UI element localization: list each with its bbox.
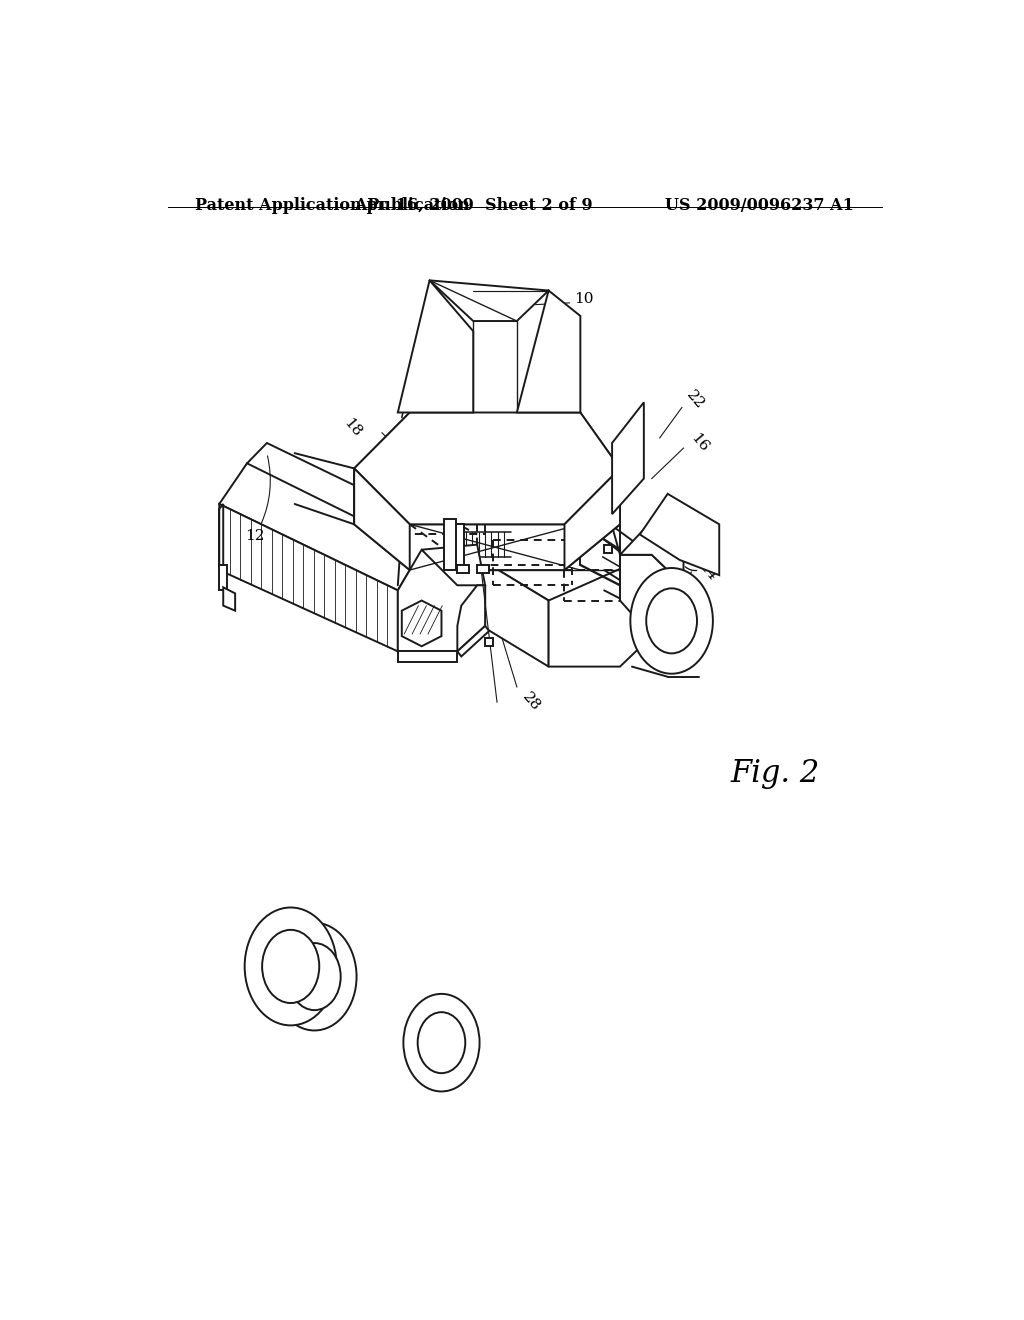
- Polygon shape: [640, 494, 719, 576]
- Circle shape: [262, 929, 319, 1003]
- Polygon shape: [549, 554, 652, 667]
- Text: 10: 10: [574, 292, 594, 306]
- Polygon shape: [223, 587, 236, 611]
- Polygon shape: [473, 554, 549, 667]
- Text: 14: 14: [696, 560, 720, 583]
- Polygon shape: [443, 519, 456, 570]
- Polygon shape: [517, 290, 581, 412]
- Text: 16: 16: [687, 432, 711, 455]
- Polygon shape: [247, 444, 477, 590]
- Polygon shape: [401, 601, 441, 647]
- Polygon shape: [458, 585, 485, 651]
- Polygon shape: [354, 524, 620, 570]
- Polygon shape: [612, 403, 644, 515]
- Polygon shape: [219, 463, 247, 570]
- Polygon shape: [397, 280, 473, 412]
- Circle shape: [418, 1012, 465, 1073]
- Polygon shape: [219, 504, 397, 651]
- Polygon shape: [458, 626, 489, 656]
- Circle shape: [245, 907, 337, 1026]
- Polygon shape: [354, 469, 410, 570]
- Circle shape: [646, 589, 697, 653]
- Polygon shape: [219, 565, 227, 590]
- Circle shape: [289, 942, 341, 1010]
- Text: Patent Application Publication: Patent Application Publication: [196, 197, 470, 214]
- Polygon shape: [620, 554, 684, 647]
- Text: 18: 18: [341, 416, 365, 440]
- Text: 28: 28: [519, 690, 543, 714]
- Circle shape: [403, 994, 479, 1092]
- Text: Apr. 16, 2009  Sheet 2 of 9: Apr. 16, 2009 Sheet 2 of 9: [354, 197, 593, 214]
- Polygon shape: [451, 524, 464, 565]
- Text: US 2009/0096237 A1: US 2009/0096237 A1: [666, 197, 854, 214]
- Circle shape: [272, 923, 356, 1031]
- Polygon shape: [397, 549, 485, 651]
- Polygon shape: [422, 545, 485, 585]
- Text: 12: 12: [246, 455, 270, 543]
- Circle shape: [631, 568, 713, 673]
- Polygon shape: [354, 412, 620, 524]
- Polygon shape: [485, 638, 494, 647]
- Polygon shape: [604, 545, 612, 553]
- Polygon shape: [620, 529, 684, 585]
- Polygon shape: [219, 463, 422, 590]
- Polygon shape: [473, 515, 652, 601]
- Text: Fig. 2: Fig. 2: [730, 758, 819, 789]
- Text: 22: 22: [684, 388, 707, 412]
- Polygon shape: [477, 565, 489, 573]
- Polygon shape: [219, 504, 223, 570]
- Polygon shape: [458, 565, 469, 573]
- Polygon shape: [397, 651, 458, 661]
- Polygon shape: [564, 469, 620, 570]
